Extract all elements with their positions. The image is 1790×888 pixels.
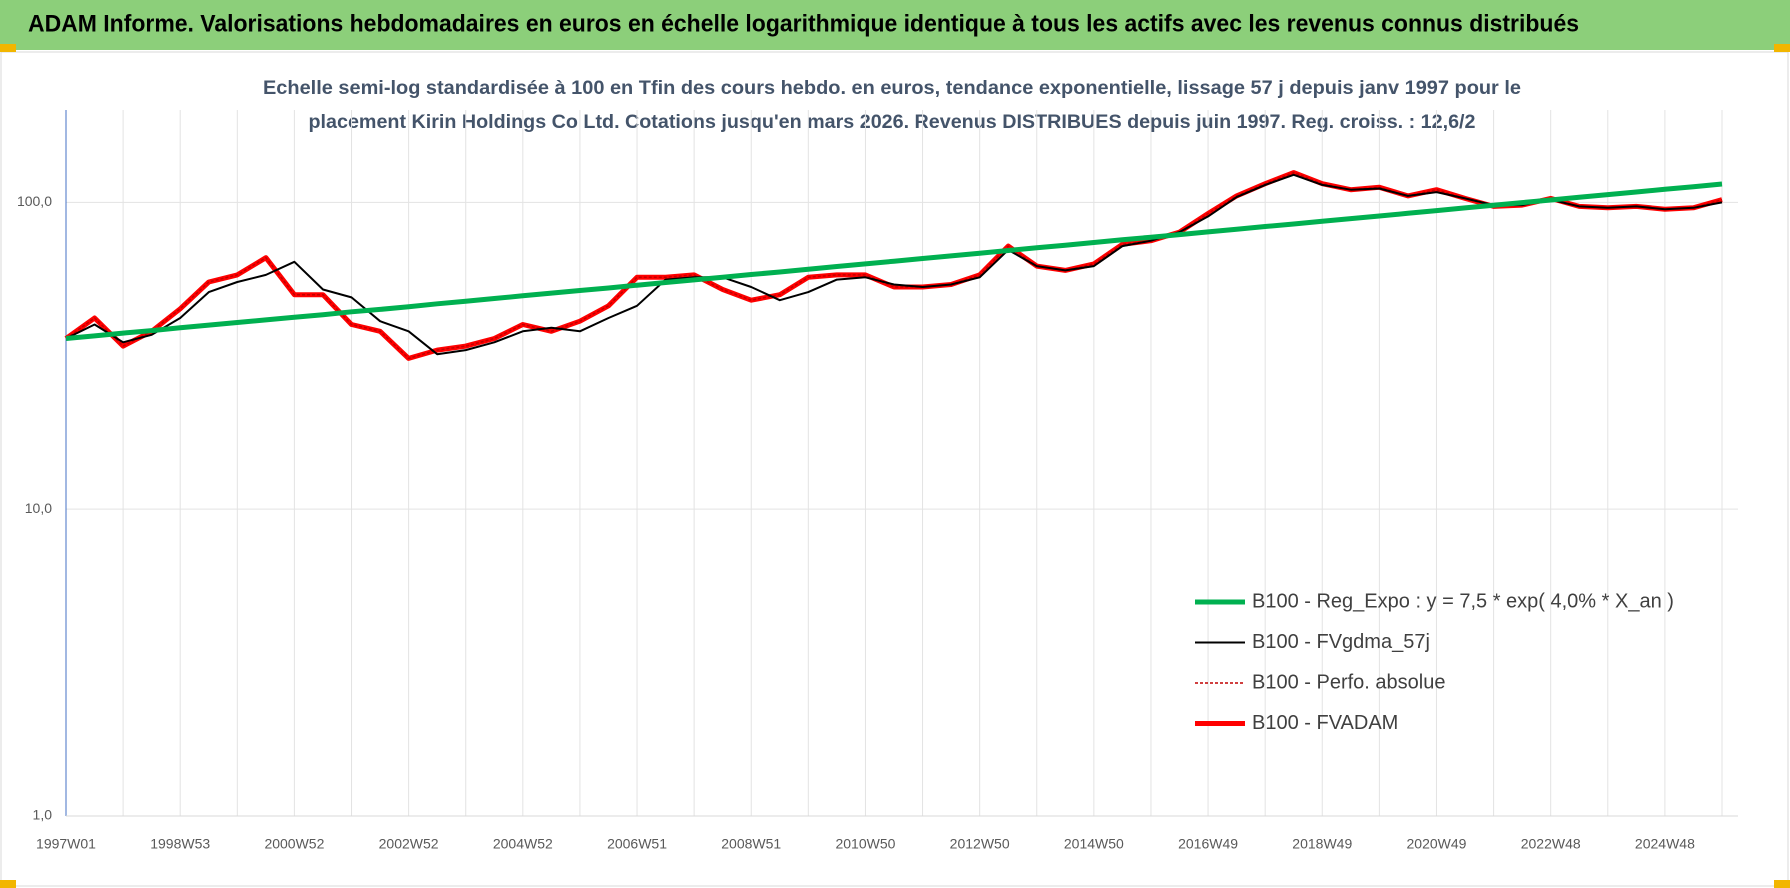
y-tick-label: 100,0 — [17, 193, 52, 209]
legend-label: B100 - FVADAM — [1252, 712, 1398, 734]
x-tick-label: 2016W49 — [1178, 836, 1238, 852]
corner — [0, 44, 16, 52]
header-band — [0, 0, 1790, 50]
x-tick-label: 2020W49 — [1407, 836, 1467, 852]
x-tick-label: 2012W50 — [950, 836, 1010, 852]
y-tick-label: 10,0 — [25, 500, 52, 516]
x-tick-label: 2024W48 — [1635, 836, 1695, 852]
x-tick-label: 1998W53 — [150, 836, 210, 852]
x-tick-label: 2010W50 — [835, 836, 895, 852]
subtitle: placement Kirin Holdings Co Ltd. Cotatio… — [309, 112, 1476, 133]
x-tick-label: 2014W50 — [1064, 836, 1124, 852]
series-line — [65, 173, 1723, 356]
x-tick-label: 2008W51 — [721, 836, 781, 852]
legend-label: B100 - Reg_Expo : y = 7,5 * exp( 4,0% * … — [1252, 590, 1674, 612]
corner — [1774, 44, 1790, 52]
x-tick-label: 2004W52 — [493, 836, 553, 852]
y-tick-label: 1,0 — [33, 807, 53, 823]
x-tick-label: 2018W49 — [1292, 836, 1352, 852]
frame — [0, 51, 1789, 887]
series-line — [65, 181, 1723, 341]
x-tick-label: 2006W51 — [607, 836, 667, 852]
corner — [0, 880, 16, 888]
x-tick-label: 2002W52 — [379, 836, 439, 852]
x-tick-label: 1997W01 — [36, 836, 96, 852]
corner — [1774, 880, 1790, 888]
chart-title: ADAM Informe. Valorisations hebdomadaire… — [28, 10, 1579, 37]
x-tick-label: 2000W52 — [264, 836, 324, 852]
x-tick-label: 2022W48 — [1521, 836, 1581, 852]
legend-label: B100 - Perfo. absolue — [1252, 671, 1445, 693]
legend-label: B100 - FVgdma_57j — [1252, 631, 1430, 653]
subtitle: Echelle semi-log standardisée à 100 en T… — [263, 78, 1521, 99]
